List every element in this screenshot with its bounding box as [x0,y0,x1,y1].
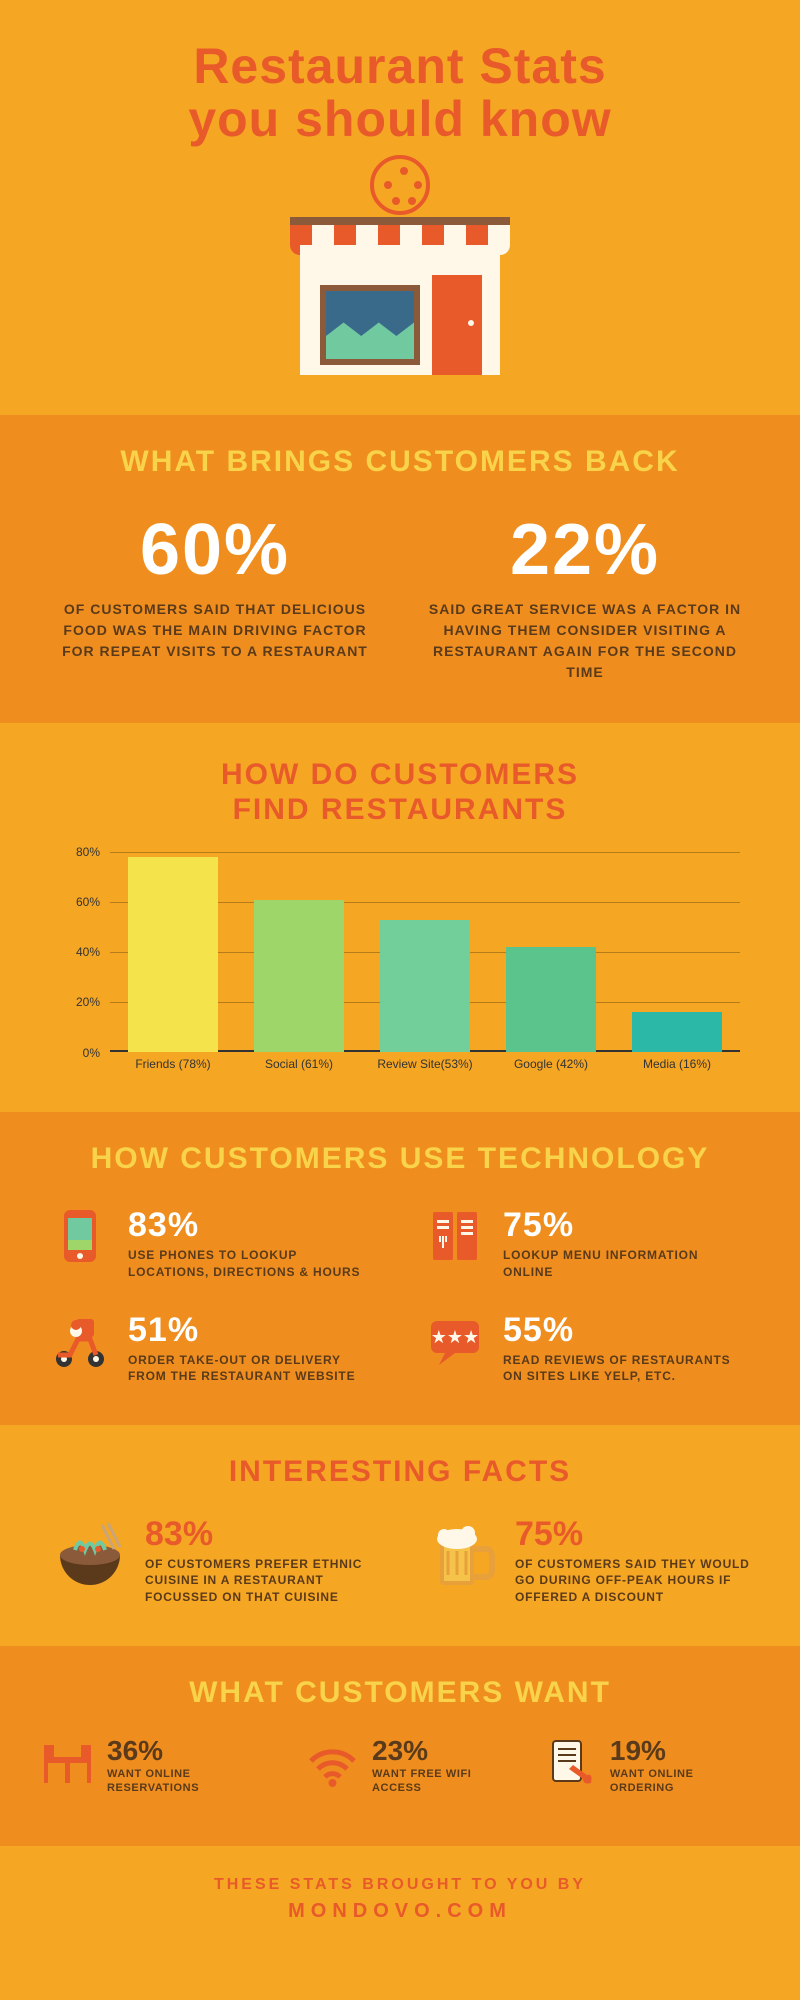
fact-item: 83%OF CUSTOMERS PREFER ETHNIC CUISINE IN… [50,1515,380,1606]
chart-bar [128,857,218,1052]
want-item: 23%WANT FREE WIFI ACCESS [305,1735,523,1796]
stat-pct: 60% [50,509,380,591]
section-heading: WHAT CUSTOMERS WANT [40,1676,760,1710]
section-want: WHAT CUSTOMERS WANT 36%WANT ONLINE RESER… [0,1646,800,1846]
tech-item: 51%ORDER TAKE-OUT OR DELIVERY FROM THE R… [50,1311,375,1386]
want-item: 36%WANT ONLINE RESERVATIONS [40,1735,285,1796]
chart-bar [632,1012,722,1052]
title-line-1: Restaurant Stats [193,38,606,94]
section-facts: INTERESTING FACTS 83%OF CUSTOMERS PREFER… [0,1425,800,1646]
restaurant-icon [290,175,510,375]
order-icon [543,1735,598,1790]
tech-pct: 51% [128,1311,375,1350]
tech-item: 75%LOOKUP MENU INFORMATION ONLINE [425,1206,750,1281]
chart-xlabel: Social (61%) [239,1057,359,1082]
title: Restaurant Stats you should know [20,40,780,145]
chart-xlabel: Media (16%) [617,1057,737,1082]
want-pct: 36% [107,1735,285,1767]
chart-bar [254,900,344,1053]
phone-icon [50,1206,110,1266]
menu-icon [425,1206,485,1266]
header: Restaurant Stats you should know [0,0,800,415]
want-pct: 23% [372,1735,523,1767]
stat-desc: OF CUSTOMERS SAID THAT DELICIOUS FOOD WA… [50,599,380,662]
footer-brand: MONDOVO.COM [20,1900,780,1923]
section-heading: WHAT BRINGS CUSTOMERS BACK [50,445,750,479]
tech-pct: 83% [128,1206,375,1245]
section-heading: HOW DO CUSTOMERS FIND RESTAURANTS [50,758,750,827]
chart-xlabel: Google (42%) [491,1057,611,1082]
chart-bar [380,920,470,1053]
fact-desc: OF CUSTOMERS PREFER ETHNIC CUISINE IN A … [145,1556,380,1606]
chart-bar [506,947,596,1052]
review-icon: ★★★ [425,1311,485,1371]
scooter-icon [50,1311,110,1371]
tech-item: ★★★ 55%READ REVIEWS OF RESTAURANTS ON SIT… [425,1311,750,1386]
fact-item: 75%OF CUSTOMERS SAID THEY WOULD GO DURIN… [420,1515,750,1606]
chart-xlabel: Friends (78%) [113,1057,233,1082]
stat-block: 60% OF CUSTOMERS SAID THAT DELICIOUS FOO… [50,509,380,683]
wifi-icon [305,1735,360,1790]
bowl-icon [50,1515,130,1595]
stat-pct: 22% [420,509,750,591]
infographic: Restaurant Stats you should know WHAT BR… [0,0,800,1963]
section-technology: HOW CUSTOMERS USE TECHNOLOGY 83%USE PHON… [0,1112,800,1425]
beer-icon [420,1515,500,1595]
tech-pct: 75% [503,1206,750,1245]
fact-pct: 83% [145,1515,380,1554]
section-heading: HOW CUSTOMERS USE TECHNOLOGY [50,1142,750,1176]
tech-item: 83%USE PHONES TO LOOKUP LOCATIONS, DIREC… [50,1206,375,1281]
want-desc: WANT FREE WIFI ACCESS [372,1767,523,1796]
footer: THESE STATS BROUGHT TO YOU BY MONDOVO.CO… [0,1846,800,1963]
tech-pct: 55% [503,1311,750,1350]
want-pct: 19% [610,1735,760,1767]
fact-desc: OF CUSTOMERS SAID THEY WOULD GO DURING O… [515,1556,750,1606]
footer-text: THESE STATS BROUGHT TO YOU BY [20,1876,780,1894]
tech-desc: USE PHONES TO LOOKUP LOCATIONS, DIRECTIO… [128,1247,375,1281]
section-heading: INTERESTING FACTS [50,1455,750,1490]
section-brings-back: WHAT BRINGS CUSTOMERS BACK 60% OF CUSTOM… [0,415,800,723]
want-item: 19%WANT ONLINE ORDERING [543,1735,760,1796]
title-line-2: you should know [188,91,611,147]
fact-pct: 75% [515,1515,750,1554]
stat-desc: SAID GREAT SERVICE WAS A FACTOR IN HAVIN… [420,599,750,683]
stat-block: 22% SAID GREAT SERVICE WAS A FACTOR IN H… [420,509,750,683]
section-chart: HOW DO CUSTOMERS FIND RESTAURANTS 20%40%… [0,723,800,1112]
table-icon [40,1735,95,1790]
tech-desc: LOOKUP MENU INFORMATION ONLINE [503,1247,750,1281]
tech-desc: ORDER TAKE-OUT OR DELIVERY FROM THE REST… [128,1352,375,1386]
bar-chart: 20%40%60%80% 0% Friends (78%)Social (61%… [50,852,750,1082]
want-desc: WANT ONLINE ORDERING [610,1767,760,1796]
svg-text:★★★: ★★★ [431,1327,479,1347]
want-desc: WANT ONLINE RESERVATIONS [107,1767,285,1796]
tech-desc: READ REVIEWS OF RESTAURANTS ON SITES LIK… [503,1352,750,1386]
chart-xlabel: Review Site(53%) [365,1057,485,1082]
